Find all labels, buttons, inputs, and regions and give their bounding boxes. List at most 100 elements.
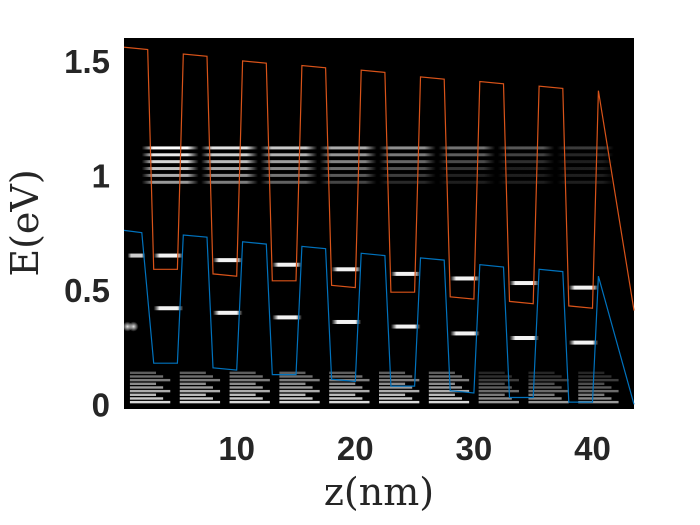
- continuum-stripe: [141, 167, 199, 171]
- low-energy-state: [478, 397, 512, 400]
- low-energy-state: [478, 393, 505, 397]
- continuum-stripe: [379, 146, 436, 150]
- bound-state-level: [450, 276, 480, 281]
- low-energy-state: [229, 386, 263, 389]
- bound-state-level: [153, 306, 184, 311]
- continuum-stripe: [319, 173, 377, 177]
- low-energy-state: [279, 400, 320, 404]
- continuum-stripe: [260, 180, 318, 184]
- continuum-stripe: [260, 167, 318, 171]
- low-energy-state: [229, 393, 256, 397]
- low-energy-state: [379, 382, 406, 386]
- continuum-stripe: [438, 153, 496, 157]
- continuum-stripe: [556, 173, 614, 177]
- low-energy-state: [528, 386, 562, 389]
- low-energy-state: [229, 389, 270, 393]
- continuum-stripe: [260, 173, 318, 177]
- low-energy-state: [329, 371, 356, 375]
- continuum-stripe: [201, 167, 259, 171]
- low-energy-state: [379, 393, 406, 397]
- low-energy-state: [478, 378, 519, 382]
- bound-state-level: [390, 324, 421, 329]
- bound-state-level: [153, 253, 184, 258]
- continuum-stripe: [201, 153, 259, 157]
- bound-state-level: [212, 258, 243, 263]
- bound-state-level: [331, 267, 362, 272]
- continuum-stripe: [201, 173, 259, 177]
- low-energy-state: [578, 382, 605, 386]
- low-energy-state: [179, 386, 213, 389]
- low-energy-state: [129, 378, 171, 382]
- low-energy-state: [279, 389, 320, 393]
- low-energy-state: [179, 397, 213, 400]
- continuum-stripe: [201, 180, 259, 184]
- low-energy-state: [428, 386, 463, 389]
- low-energy-state: [428, 371, 455, 375]
- low-energy-state: [229, 397, 263, 400]
- continuum-stripe: [438, 173, 496, 177]
- low-energy-state: [478, 375, 512, 378]
- x-tick-label: 40: [574, 430, 611, 467]
- continuum-stripe: [497, 153, 555, 157]
- continuum-stripe: [379, 167, 436, 171]
- tick-labels: 10 20 30 40 0 0.5 1 1.5: [64, 43, 611, 467]
- low-energy-state: [528, 389, 569, 393]
- low-energy-state: [179, 378, 221, 382]
- low-energy-state: [528, 397, 562, 400]
- continuum-stripe: [556, 160, 614, 164]
- continuum-stripe: [319, 146, 377, 150]
- low-energy-state: [129, 389, 171, 393]
- plot-area: [124, 38, 634, 409]
- low-energy-state: [329, 382, 356, 386]
- continuum-stripe: [141, 146, 199, 150]
- bound-state-level: [212, 310, 243, 315]
- conduction-band-line: [123, 46, 635, 311]
- x-tick-label: 20: [337, 430, 374, 467]
- low-energy-state: [129, 382, 157, 386]
- low-energy-state: [528, 400, 569, 404]
- continuum-stripe: [438, 180, 496, 184]
- low-energy-state: [129, 400, 171, 404]
- bound-state-level: [568, 285, 599, 290]
- low-energy-state: [528, 382, 555, 386]
- continuum-stripe: [556, 180, 614, 184]
- continuum-stripe: [260, 146, 318, 150]
- low-energy-state: [129, 375, 164, 378]
- low-energy-state: [279, 375, 313, 378]
- continuum-stripe: [556, 153, 614, 157]
- low-energy-state: [129, 371, 157, 375]
- continuum-stripe: [497, 167, 555, 171]
- low-energy-state: [379, 386, 413, 389]
- continuum-stripe: [141, 153, 199, 157]
- low-energy-state: [329, 375, 363, 378]
- continuum-stripe: [379, 160, 436, 164]
- low-energy-state: [428, 375, 463, 378]
- low-energy-state: [229, 382, 256, 386]
- low-energy-state: [329, 389, 370, 393]
- low-energy-state: [478, 389, 519, 393]
- continuum-stripe: [438, 160, 496, 164]
- low-energy-state: [578, 386, 612, 389]
- continuum-stripe: [260, 160, 318, 164]
- low-energy-state: [329, 386, 363, 389]
- low-energy-state: [578, 378, 619, 382]
- x-tick-label: 10: [218, 430, 255, 467]
- continuum-stripe: [379, 180, 436, 184]
- bound-state-level: [509, 336, 540, 341]
- low-energy-state: [229, 378, 270, 382]
- continuum-stripe: [556, 167, 614, 171]
- low-energy-state: [179, 375, 213, 378]
- low-energy-state: [129, 386, 164, 389]
- low-energy-state: [578, 375, 612, 378]
- x-axis-label: z(nm): [324, 470, 434, 514]
- low-energy-state: [279, 397, 313, 400]
- low-energy-state: [578, 400, 619, 404]
- continuum-stripe: [556, 146, 614, 150]
- continuum-stripe: [201, 146, 259, 150]
- low-energy-state: [379, 371, 406, 375]
- valence-band-line: [123, 229, 635, 405]
- low-energy-state: [279, 393, 306, 397]
- low-energy-state: [179, 371, 206, 375]
- low-energy-state: [428, 400, 470, 404]
- low-energy-state: [379, 397, 413, 400]
